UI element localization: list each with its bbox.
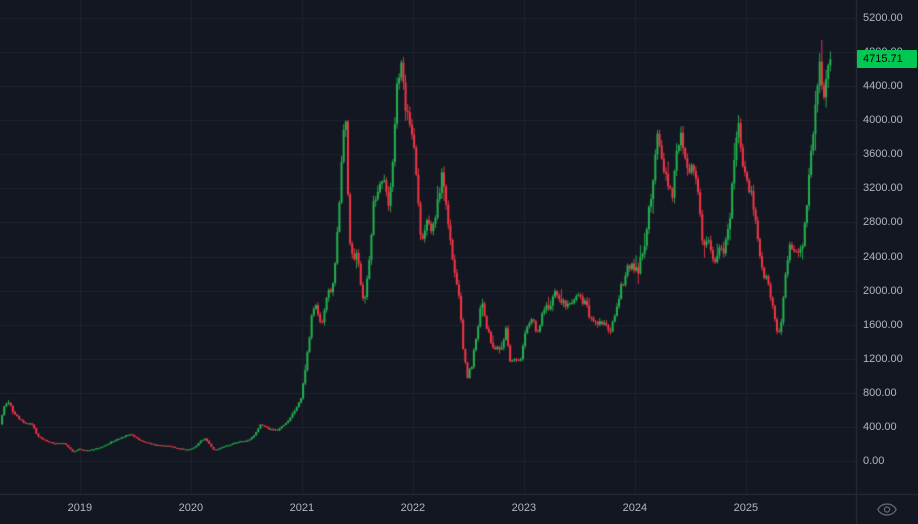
time-tick-label: 2019 (67, 502, 93, 514)
time-tick-label: 2025 (733, 502, 759, 514)
price-tick-label: 3200.00 (863, 182, 903, 195)
price-tick-label: 2000.00 (863, 284, 903, 297)
price-tick-label: 800.00 (863, 386, 897, 399)
price-tick-label: 1600.00 (863, 318, 903, 331)
price-tick-label: 4400.00 (863, 80, 903, 93)
price-tick-label: 2800.00 (863, 216, 903, 229)
time-tick-label: 2023 (511, 502, 537, 514)
time-tick-label: 2021 (289, 502, 315, 514)
price-tick-label: 4000.00 (863, 114, 903, 127)
time-axis[interactable]: 2019 2020 2021 2022 2023 2024 2025 (0, 494, 856, 524)
price-tick-label: 3600.00 (863, 148, 903, 161)
price-axis[interactable]: 5200.004800.004400.004000.003600.003200.… (856, 0, 918, 494)
axis-corner (856, 494, 918, 524)
time-tick-label: 2022 (400, 502, 426, 514)
time-tick-label: 2024 (622, 502, 648, 514)
price-tick-label: 5200.00 (863, 12, 903, 24)
price-tick-label: 2400.00 (863, 250, 903, 263)
time-tick-label: 2020 (178, 502, 204, 514)
price-tick-label: 400.00 (863, 420, 897, 433)
price-tick-label: 0.00 (863, 455, 885, 467)
last-price-label: 4715.71 (857, 50, 917, 69)
price-tick-label: 1200.00 (863, 352, 903, 365)
eye-icon[interactable] (877, 502, 897, 516)
